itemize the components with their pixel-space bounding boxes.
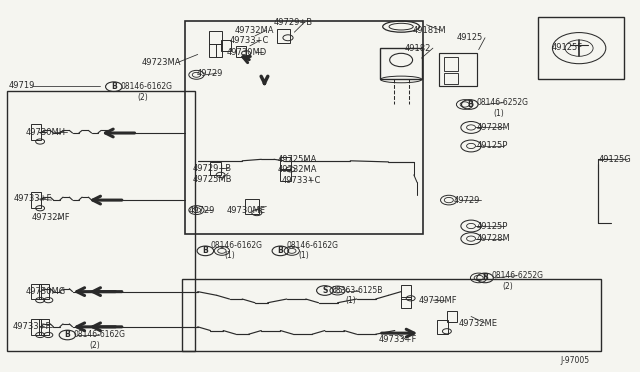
- Text: S: S: [322, 286, 328, 295]
- Text: 49728M: 49728M: [476, 234, 510, 243]
- Bar: [31, 125, 41, 140]
- Text: 49125: 49125: [457, 33, 483, 42]
- Text: B: B: [467, 100, 473, 109]
- Text: 49730MG: 49730MG: [26, 287, 67, 296]
- Text: 49182: 49182: [404, 44, 431, 52]
- Text: 49729: 49729: [188, 206, 214, 215]
- Bar: [221, 40, 232, 51]
- Bar: [401, 297, 412, 308]
- Text: 49733+C: 49733+C: [282, 176, 321, 185]
- Text: 08363-6125B: 08363-6125B: [332, 286, 383, 295]
- Bar: [209, 44, 222, 57]
- Text: 08146-6162G: 08146-6162G: [287, 241, 339, 250]
- Bar: [210, 162, 221, 175]
- Text: 08146-6252G: 08146-6252G: [492, 271, 543, 280]
- Text: 49729+B: 49729+B: [193, 164, 232, 173]
- Bar: [31, 192, 41, 208]
- Text: 49733+F: 49733+F: [12, 322, 51, 331]
- Bar: [39, 319, 49, 335]
- Bar: [538, 17, 623, 78]
- Bar: [39, 284, 49, 299]
- Text: (1): (1): [493, 109, 504, 118]
- Text: 08146-6162G: 08146-6162G: [211, 241, 262, 250]
- Text: 49732ME: 49732ME: [458, 319, 497, 328]
- Bar: [7, 92, 195, 351]
- Text: 49732MF: 49732MF: [31, 213, 70, 222]
- Bar: [444, 57, 458, 71]
- Bar: [182, 279, 602, 351]
- Text: (2): (2): [138, 93, 148, 102]
- Text: B: B: [202, 246, 208, 255]
- Text: B: B: [278, 246, 284, 255]
- Text: 49719: 49719: [8, 81, 35, 90]
- Text: 49725MB: 49725MB: [193, 175, 232, 184]
- Text: 49730MH: 49730MH: [26, 128, 67, 137]
- Text: (1): (1): [225, 251, 235, 260]
- Text: (2): (2): [90, 341, 100, 350]
- Text: 49730MF: 49730MF: [419, 296, 458, 305]
- Text: 49733+F: 49733+F: [379, 335, 417, 344]
- Text: 49125F: 49125F: [551, 42, 582, 51]
- Text: 49733+F: 49733+F: [13, 195, 52, 203]
- Bar: [280, 169, 291, 181]
- Text: (2): (2): [503, 282, 513, 291]
- Bar: [439, 52, 477, 86]
- Text: 49732MA: 49732MA: [277, 165, 317, 174]
- Bar: [209, 31, 222, 44]
- Text: 49181M: 49181M: [413, 26, 446, 35]
- Text: 49729+B: 49729+B: [274, 18, 313, 27]
- Bar: [401, 285, 412, 299]
- Bar: [447, 311, 457, 322]
- Text: 08146-6162G: 08146-6162G: [74, 330, 126, 340]
- Text: 49728M: 49728M: [476, 123, 510, 132]
- Text: 49730ME: 49730ME: [227, 206, 266, 215]
- Text: 49125P: 49125P: [476, 221, 508, 231]
- Bar: [31, 284, 41, 299]
- Bar: [380, 48, 422, 80]
- Text: 49732MA: 49732MA: [235, 26, 274, 35]
- Text: 49125P: 49125P: [476, 141, 508, 151]
- Text: (1): (1): [345, 296, 356, 305]
- Bar: [185, 21, 424, 234]
- Text: 49729: 49729: [196, 69, 223, 78]
- Bar: [244, 199, 259, 214]
- Text: B: B: [482, 273, 488, 282]
- Text: B: B: [111, 82, 116, 91]
- Text: J-97005: J-97005: [560, 356, 589, 365]
- Text: 08146-6252G: 08146-6252G: [476, 98, 528, 107]
- Text: 49729: 49729: [453, 196, 479, 205]
- Bar: [280, 157, 291, 170]
- Bar: [236, 46, 246, 57]
- Text: B: B: [65, 330, 70, 340]
- Text: 49733+C: 49733+C: [230, 36, 269, 45]
- Bar: [31, 319, 41, 335]
- Text: 49723MA: 49723MA: [142, 58, 181, 67]
- Text: 08146-6162G: 08146-6162G: [120, 82, 172, 91]
- Bar: [437, 320, 447, 334]
- Text: 49725MA: 49725MA: [277, 155, 317, 164]
- Text: (1): (1): [298, 251, 309, 260]
- Bar: [444, 73, 458, 84]
- Text: 49730MD: 49730MD: [227, 48, 267, 57]
- Text: 49125G: 49125G: [598, 155, 631, 164]
- Bar: [277, 29, 290, 43]
